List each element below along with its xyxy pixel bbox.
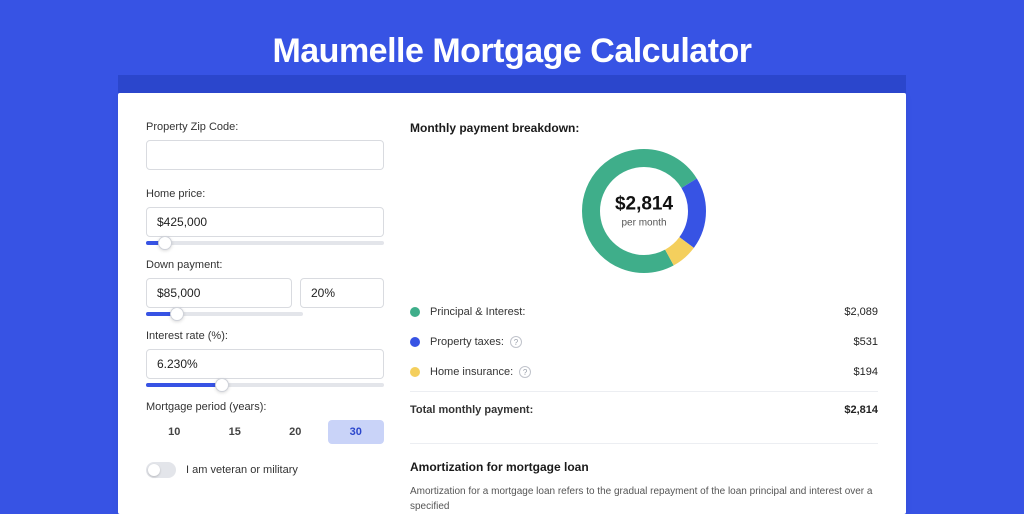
total-value: $2,814	[844, 404, 878, 416]
legend-dot	[410, 367, 420, 377]
calculator-card: Property Zip Code: Home price: Down paym…	[118, 93, 906, 514]
legend-row: Home insurance:? $194	[410, 357, 878, 387]
down-label: Down payment:	[146, 259, 384, 271]
period-option-15[interactable]: 15	[207, 420, 264, 444]
info-icon[interactable]: ?	[519, 366, 531, 378]
rate-label: Interest rate (%):	[146, 330, 384, 342]
rate-input[interactable]	[146, 349, 384, 379]
period-option-30[interactable]: 30	[328, 420, 385, 444]
amortization-text: Amortization for a mortgage loan refers …	[410, 484, 878, 514]
price-field-group: Home price:	[146, 188, 384, 245]
zip-input[interactable]	[146, 140, 384, 170]
legend-row: Property taxes:? $531	[410, 327, 878, 357]
rate-field-group: Interest rate (%):	[146, 330, 384, 387]
breakdown-title: Monthly payment breakdown:	[410, 121, 878, 135]
legend-value: $2,089	[844, 306, 878, 318]
zip-field-group: Property Zip Code:	[146, 121, 384, 170]
legend-label: Home insurance:	[430, 366, 513, 378]
period-option-10[interactable]: 10	[146, 420, 203, 444]
breakdown-column: Monthly payment breakdown: $2,814 per mo…	[410, 121, 878, 514]
period-options: 10152030	[146, 420, 384, 444]
down-field-group: Down payment:	[146, 259, 384, 316]
legend: Principal & Interest: $2,089 Property taxe…	[410, 297, 878, 387]
legend-value: $531	[854, 336, 878, 348]
period-field-group: Mortgage period (years): 10152030	[146, 401, 384, 444]
legend-label: Property taxes:	[430, 336, 504, 348]
form-column: Property Zip Code: Home price: Down paym…	[146, 121, 384, 514]
legend-dot	[410, 337, 420, 347]
info-icon[interactable]: ?	[510, 336, 522, 348]
down-pct-input[interactable]	[300, 278, 384, 308]
legend-dot	[410, 307, 420, 317]
veteran-toggle[interactable]	[146, 462, 176, 478]
legend-value: $194	[854, 366, 878, 378]
veteran-row: I am veteran or military	[146, 462, 384, 478]
price-input[interactable]	[146, 207, 384, 237]
amortization-section: Amortization for mortgage loan Amortizat…	[410, 443, 878, 514]
period-label: Mortgage period (years):	[146, 401, 384, 413]
down-slider[interactable]	[146, 312, 303, 316]
period-option-20[interactable]: 20	[267, 420, 324, 444]
donut-amount: $2,814	[615, 194, 673, 216]
price-label: Home price:	[146, 188, 384, 200]
donut-center: $2,814 per month	[615, 194, 673, 229]
legend-total-row: Total monthly payment: $2,814	[410, 391, 878, 425]
down-amount-input[interactable]	[146, 278, 292, 308]
donut-sub: per month	[615, 218, 673, 229]
price-slider[interactable]	[146, 241, 384, 245]
veteran-label: I am veteran or military	[186, 464, 298, 476]
legend-row: Principal & Interest: $2,089	[410, 297, 878, 327]
rate-slider[interactable]	[146, 383, 384, 387]
legend-label: Principal & Interest:	[430, 306, 525, 318]
total-label: Total monthly payment:	[410, 404, 533, 416]
zip-label: Property Zip Code:	[146, 121, 384, 133]
donut-chart: $2,814 per month	[410, 149, 878, 273]
amortization-title: Amortization for mortgage loan	[410, 460, 878, 474]
